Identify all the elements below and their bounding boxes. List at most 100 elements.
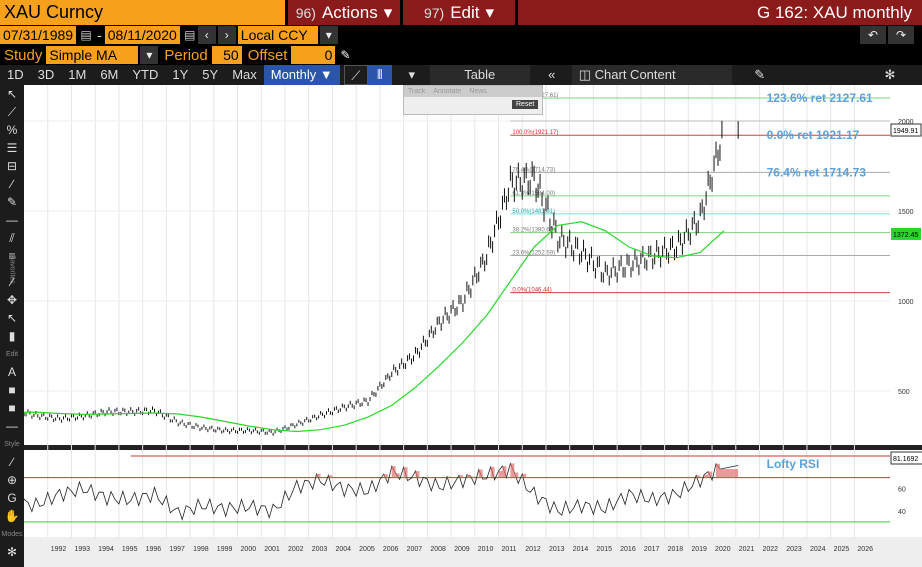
undo-button[interactable]: ↶ (860, 26, 886, 44)
period-3d[interactable]: 3D (37, 67, 55, 82)
percent-icon[interactable]: % (6, 123, 18, 137)
color-icon[interactable]: ■ (8, 401, 16, 415)
move-icon[interactable]: ✥ (6, 293, 18, 307)
period-5y[interactable]: 5Y (202, 67, 219, 82)
brush-icon[interactable]: ∕ (10, 177, 13, 191)
x-tick-label: 2008 (430, 546, 446, 553)
period-ytd[interactable]: YTD (132, 67, 159, 82)
ma-value-label: 1372.45 (893, 232, 918, 239)
panel-divider (24, 445, 922, 450)
period-1y[interactable]: 1Y (172, 67, 189, 82)
x-tick-label: 2000 (241, 546, 257, 553)
fib-level-label: 0.0%(1046.44) (512, 288, 551, 294)
fib-level-label: 61.8%(1584.00) (512, 191, 555, 197)
x-tick-label: 1999 (217, 546, 233, 553)
actions-menu[interactable]: 96) Actions ▾ (288, 0, 400, 25)
x-tick-label: 1998 (193, 546, 209, 553)
x-tick-label: 1995 (122, 546, 138, 553)
x-tick-label: 2005 (359, 546, 375, 553)
track-tab[interactable]: Track (408, 88, 426, 95)
actions-number: 96) (295, 4, 316, 21)
chart-area[interactable]: 1992 1993 1994 1995 1996 1997 1998 1999 2000 2001… (24, 85, 922, 567)
fib-level-label: 23.6%(1252.59) (512, 251, 555, 257)
date-range-bar: 07/31/1989 ▤ - 08/11/2020 ▤ ‹ › Local CC… (0, 25, 922, 45)
rsi-overbought-fill (316, 473, 321, 478)
period-1m[interactable]: 1M (68, 67, 87, 82)
rsi-overbought-fill (514, 472, 519, 478)
pencil-icon[interactable]: ✎ (340, 48, 351, 62)
chevron-down-icon[interactable]: ▾ (140, 46, 159, 64)
rsi-overbought-fill (478, 469, 483, 478)
calendar-icon[interactable]: ▤ (184, 28, 196, 42)
stroke-icon[interactable]: ― (6, 419, 18, 433)
chart-toolbar: 1D 3D 1M 6M YTD 1Y 5Y Max Monthly ▼ ⟋ ⫴ … (0, 65, 922, 85)
delete-icon[interactable]: ▮ (8, 329, 16, 343)
study-label: Study (4, 46, 43, 64)
fib-annotation: 123.6% ret 2127.61 (767, 91, 873, 105)
marker-icon[interactable]: ∕ (10, 455, 13, 469)
chevron-down-icon[interactable]: ▾ (319, 26, 338, 44)
rsi-overbought-fill (522, 473, 527, 478)
fill-icon[interactable]: ■ (8, 383, 16, 397)
gear-icon[interactable]: ✻ (6, 545, 18, 559)
modes-label: Modes (1, 530, 23, 538)
favorites-label: Favorites (8, 254, 16, 284)
edit-label: Edit (5, 350, 19, 358)
period-max[interactable]: Max (232, 67, 257, 82)
annotate-tab[interactable]: Annotate (433, 88, 462, 95)
table-button[interactable]: Table (429, 65, 530, 85)
offset-field[interactable]: 0 (291, 46, 336, 64)
hand-icon[interactable]: ✋ (4, 509, 20, 523)
period-1d[interactable]: 1D (7, 67, 24, 82)
redo-button[interactable]: ↷ (888, 26, 914, 44)
channel-icon[interactable]: ⫽ (9, 230, 15, 245)
chart-icon: ◫ (578, 67, 595, 82)
rsi-last-label: 81.1692 (893, 456, 918, 463)
x-tick-label: 2002 (288, 546, 304, 553)
pen-icon[interactable]: ✎ (6, 195, 18, 209)
rsi-overbought-fill (719, 469, 739, 478)
edit-label: Edit (450, 2, 480, 22)
horizontal-line-icon[interactable]: — (6, 213, 18, 227)
line-icon[interactable]: ∕ (10, 275, 13, 289)
next-range-button[interactable]: › (217, 26, 236, 44)
gear-icon[interactable]: ✻ (884, 67, 896, 82)
start-date-field[interactable]: 07/31/1989 (0, 26, 77, 44)
x-tick-label: 2022 (763, 546, 779, 553)
select-icon[interactable]: ↖ (6, 311, 18, 325)
reset-button[interactable]: Reset (512, 100, 539, 109)
frequency-dropdown[interactable]: Monthly ▼ (263, 65, 340, 85)
previous-range-button[interactable]: ‹ (197, 26, 216, 44)
study-field[interactable]: Simple MA (46, 46, 139, 64)
band-icon[interactable]: ≡ (8, 249, 16, 263)
edit-chart-icon[interactable]: ✎ (754, 67, 766, 82)
fibonacci-icon[interactable]: ☰ (6, 141, 18, 155)
calendar-icon[interactable]: ▤ (80, 28, 92, 42)
magnet-icon[interactable]: G (7, 491, 17, 505)
currency-field[interactable]: Local CCY (237, 26, 318, 44)
rsi-overbought-fill (383, 474, 388, 478)
ruler-icon[interactable]: ⊟ (6, 159, 18, 173)
text-icon[interactable]: A (7, 365, 16, 379)
edit-menu[interactable]: 97) Edit ▾ (403, 0, 515, 25)
x-tick-label: 2021 (739, 546, 755, 553)
bar-chart-icon[interactable]: ⫴ (367, 65, 392, 85)
news-tab[interactable]: News (469, 88, 487, 95)
moving-average-line (24, 221, 725, 433)
end-date-field[interactable]: 08/11/2020 (104, 26, 180, 44)
rsi-tick-label: 60 (898, 487, 906, 494)
collapse-icon[interactable]: « (548, 67, 556, 82)
title-bar: XAU Curncy 96) Actions ▾ 97) Edit ▾ G 162: X… (0, 0, 922, 25)
trendline-icon[interactable]: ⟋ (7, 104, 17, 119)
line-chart-icon[interactable]: ⟋ (343, 65, 368, 85)
period-6m[interactable]: 6M (100, 67, 119, 82)
x-tick-label: 2014 (573, 546, 589, 553)
ticker-field[interactable]: XAU Curncy (0, 0, 285, 25)
period-field[interactable]: 50 (211, 46, 242, 64)
chevron-down-icon[interactable]: ▾ (408, 67, 416, 82)
x-tick-label: 2006 (383, 546, 399, 553)
chart-content-button[interactable]: ◫ Chart Content (571, 65, 732, 85)
rsi-overbought-fill (415, 471, 420, 478)
snap-icon[interactable]: ⊕ (6, 473, 18, 487)
pointer-icon[interactable]: ↖ (6, 87, 18, 101)
